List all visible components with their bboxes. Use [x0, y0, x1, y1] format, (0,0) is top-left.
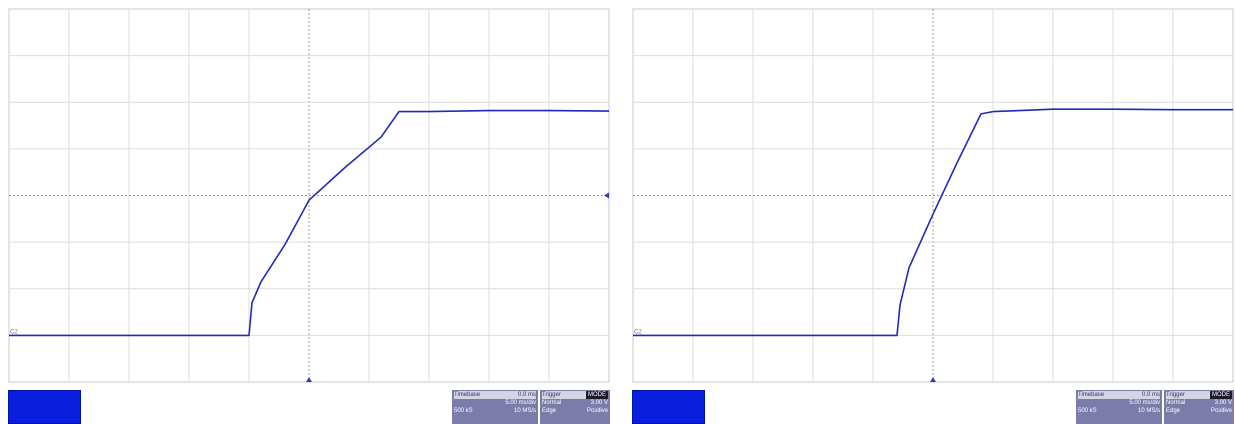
trigger-panel: Trigger MODE Normal 3.00 V Edge Positive [1164, 390, 1234, 424]
timebase-panel: Timebase 0.0 ms 5.00 ms/div 500 kS 10 MS/s [1076, 390, 1162, 424]
waveform-trace [633, 108, 1233, 337]
trigger-level-marker [604, 192, 609, 199]
timebase-rate: 10 MS/s [513, 408, 536, 414]
timebase-samples: 500 kS [1078, 408, 1097, 414]
channel-badge [8, 390, 81, 424]
waveform-chart: C2 [632, 8, 1234, 383]
scope-screen: C2 [632, 8, 1234, 383]
trigger-label: Trigger [542, 392, 561, 398]
channel-badge-text [25, 393, 77, 399]
waveform-chart: C2 [8, 8, 610, 383]
trigger-level: 3.00 V [1214, 400, 1232, 406]
trigger-slope: Positive [586, 408, 608, 414]
waveform-trace [9, 109, 610, 337]
trigger-position-marker [306, 377, 312, 382]
timebase-label: Timebase [454, 392, 481, 398]
trigger-edge: Edge [542, 408, 557, 414]
trigger-slope: Positive [1210, 408, 1232, 414]
trigger-type: Normal [1166, 400, 1186, 406]
timebase-div: 5.00 ms/div [1129, 400, 1160, 406]
trigger-label: Trigger [1166, 392, 1185, 398]
channel-badge [632, 390, 705, 424]
scope-capture-right: C2 Timebase 0.0 ms 5.00 ms/div 500 kS 10 M… [632, 0, 1235, 424]
channel-badge-subtext [25, 402, 77, 408]
timebase-value: 0.0 ms [517, 392, 536, 398]
timebase-samples: 500 kS [454, 408, 473, 414]
channel-marker-label: C2 [634, 329, 642, 335]
trigger-mode: MODE [1210, 391, 1232, 399]
scope-screen: C2 [8, 8, 610, 383]
channel-badge-subtext [649, 402, 701, 408]
timebase-div: 5.00 ms/div [505, 400, 536, 406]
timebase-rate: 10 MS/s [1137, 408, 1160, 414]
timebase-value: 0.0 ms [1141, 392, 1160, 398]
channel-marker-label: C2 [10, 329, 18, 335]
timebase-label: Timebase [1078, 392, 1105, 398]
trigger-edge: Edge [1166, 408, 1181, 414]
channel-badge-text [649, 393, 701, 399]
timebase-panel: Timebase 0.0 ms 5.00 ms/div 500 kS 10 MS/s [452, 390, 538, 424]
trigger-position-marker [930, 377, 936, 382]
trigger-panel: Trigger MODE Normal 3.00 V Edge Positive [540, 390, 610, 424]
trigger-type: Normal [542, 400, 562, 406]
scope-capture-left: C2 Timebase 0.0 ms 5.00 ms/div 500 kS 10 M… [8, 0, 618, 424]
trigger-level: 3.00 V [590, 400, 608, 406]
trigger-mode: MODE [586, 391, 608, 399]
